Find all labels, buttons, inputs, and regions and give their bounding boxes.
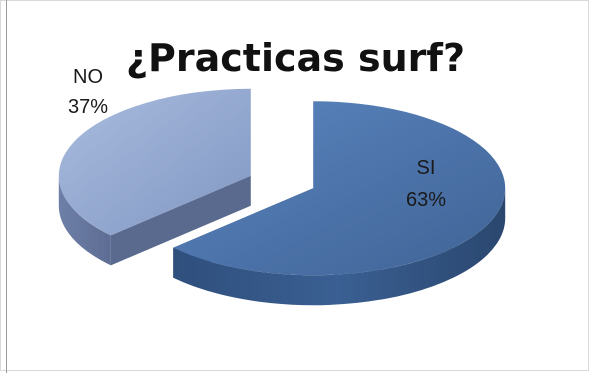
pie-slice-no-cut-face-0 (110, 175, 251, 266)
pie-slice-si (173, 101, 506, 306)
pie-percent-no: 37% (68, 96, 108, 118)
frame-left-edge (6, 0, 7, 373)
pie-slice-no-side-0 (58, 175, 111, 266)
pie-slice-no (58, 88, 251, 266)
pie-label-si: SI (417, 157, 436, 179)
chart-title: ¿Practicas surf? (126, 36, 465, 80)
pie-percent-si: 63% (406, 189, 446, 211)
pie-slice-si-top (173, 101, 506, 276)
pie-slice-no-top (58, 88, 251, 236)
pie-slice-si-side-0 (173, 188, 506, 306)
pie-label-no: NO (73, 66, 103, 88)
